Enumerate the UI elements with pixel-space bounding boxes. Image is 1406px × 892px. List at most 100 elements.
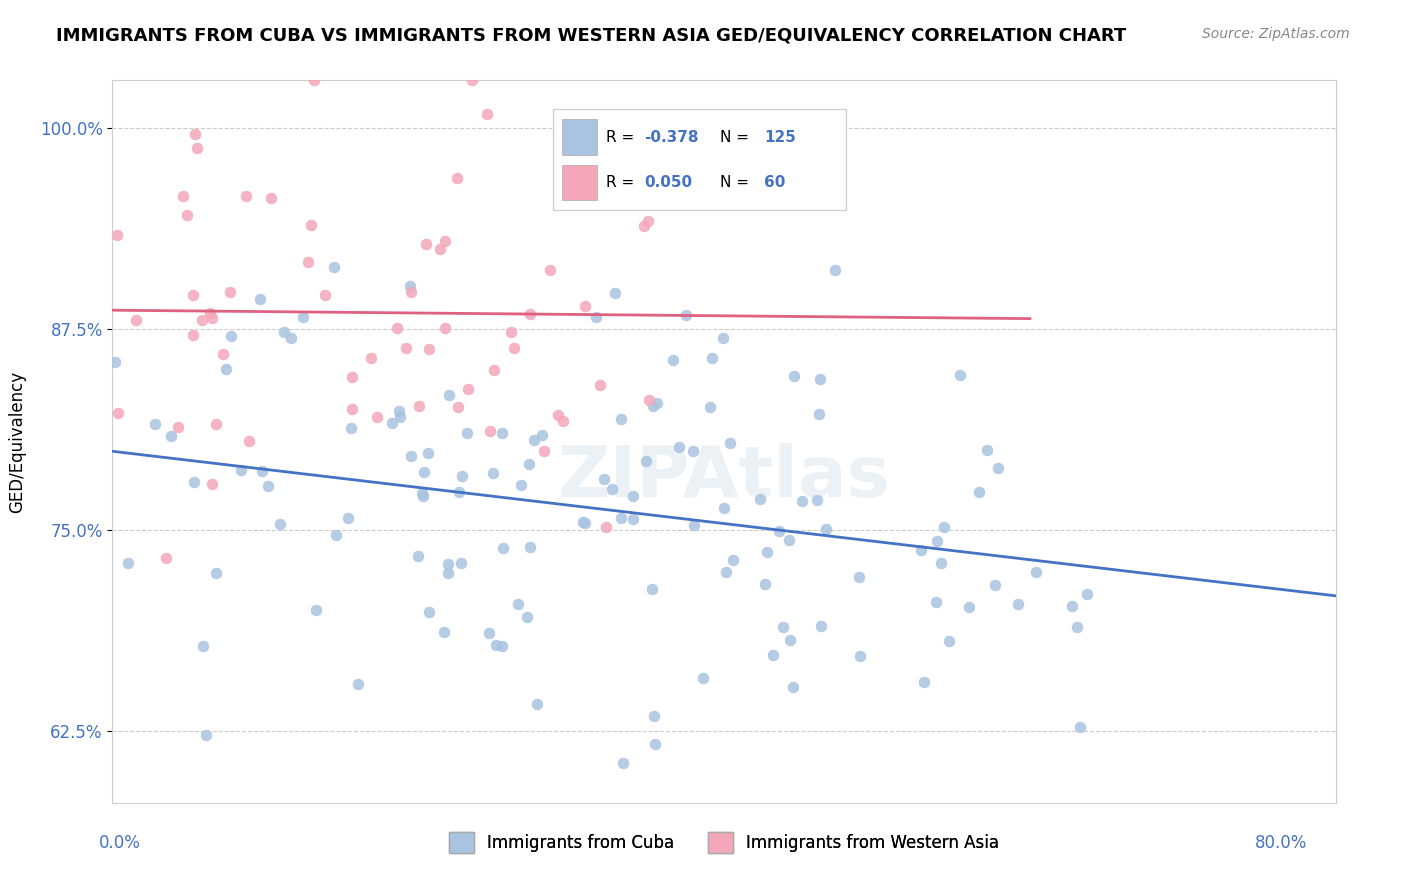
Point bbox=[925, 595, 948, 609]
Point bbox=[418, 605, 440, 619]
Point bbox=[257, 479, 280, 493]
Point bbox=[252, 464, 274, 478]
Point bbox=[387, 321, 409, 335]
Point bbox=[976, 442, 998, 457]
Point bbox=[191, 313, 214, 327]
Point bbox=[683, 518, 706, 533]
Point bbox=[323, 260, 346, 274]
Point bbox=[1066, 620, 1088, 634]
Point bbox=[249, 292, 271, 306]
Point bbox=[517, 457, 540, 471]
Point bbox=[433, 234, 456, 248]
Point bbox=[806, 493, 828, 508]
Point bbox=[461, 73, 484, 87]
Point bbox=[644, 737, 666, 751]
Point bbox=[433, 624, 456, 639]
Point bbox=[508, 597, 530, 611]
Point bbox=[449, 484, 471, 499]
Point bbox=[200, 305, 222, 319]
Point bbox=[340, 421, 363, 435]
Point bbox=[792, 494, 814, 508]
Point bbox=[172, 189, 194, 203]
Point bbox=[574, 299, 596, 313]
Point bbox=[229, 463, 252, 477]
Point bbox=[668, 440, 690, 454]
Point bbox=[337, 511, 360, 525]
Point bbox=[610, 412, 633, 426]
Point bbox=[388, 410, 411, 425]
Point bbox=[647, 395, 669, 409]
Point bbox=[957, 599, 980, 614]
Point bbox=[450, 557, 472, 571]
Point bbox=[485, 638, 508, 652]
Point bbox=[314, 287, 336, 301]
Point bbox=[572, 515, 595, 529]
Point bbox=[491, 425, 513, 440]
Point bbox=[641, 582, 664, 596]
Point bbox=[456, 425, 478, 440]
Point bbox=[346, 677, 368, 691]
Point bbox=[519, 541, 541, 555]
Point bbox=[987, 460, 1010, 475]
Point bbox=[612, 756, 634, 770]
Point bbox=[399, 285, 422, 299]
Point bbox=[446, 171, 468, 186]
Point bbox=[699, 400, 721, 414]
Point bbox=[184, 127, 207, 141]
Point bbox=[482, 363, 505, 377]
Point bbox=[547, 409, 569, 423]
Point bbox=[716, 565, 738, 579]
Point bbox=[585, 310, 607, 324]
Point bbox=[416, 446, 439, 460]
Point bbox=[325, 528, 347, 542]
Point bbox=[589, 377, 612, 392]
Point bbox=[479, 425, 502, 439]
Point bbox=[457, 382, 479, 396]
Y-axis label: GED/Equivalency: GED/Equivalency bbox=[8, 370, 25, 513]
Point bbox=[824, 263, 846, 277]
Point bbox=[299, 218, 322, 232]
Point bbox=[366, 409, 388, 424]
Point bbox=[447, 400, 470, 414]
Point bbox=[219, 285, 242, 299]
Point bbox=[756, 545, 779, 559]
Point bbox=[183, 475, 205, 489]
Text: ZIPAtlas: ZIPAtlas bbox=[558, 443, 890, 512]
Point bbox=[621, 512, 644, 526]
Point bbox=[117, 556, 139, 570]
Point bbox=[523, 433, 546, 447]
Point bbox=[849, 649, 872, 664]
Point bbox=[633, 219, 655, 233]
Point bbox=[499, 325, 522, 339]
Point bbox=[437, 566, 460, 580]
Point bbox=[104, 355, 127, 369]
Point bbox=[848, 570, 870, 584]
Point bbox=[166, 420, 188, 434]
Point bbox=[399, 449, 422, 463]
Point bbox=[399, 279, 422, 293]
Point bbox=[910, 543, 932, 558]
Legend: Immigrants from Cuba, Immigrants from Western Asia: Immigrants from Cuba, Immigrants from We… bbox=[443, 826, 1005, 860]
Point bbox=[360, 351, 382, 365]
Point bbox=[181, 328, 204, 343]
Point bbox=[269, 517, 291, 532]
Point bbox=[949, 368, 972, 383]
Point bbox=[107, 407, 129, 421]
Point bbox=[526, 697, 548, 711]
Point bbox=[406, 549, 429, 564]
Point bbox=[637, 214, 659, 228]
Point bbox=[621, 489, 644, 503]
Text: 0.0%: 0.0% bbox=[98, 834, 141, 852]
Point bbox=[235, 189, 257, 203]
Point bbox=[603, 286, 626, 301]
Point bbox=[260, 191, 283, 205]
Point bbox=[610, 511, 633, 525]
Point bbox=[772, 619, 794, 633]
Point bbox=[238, 434, 260, 449]
Point bbox=[1025, 565, 1047, 579]
Point bbox=[434, 320, 457, 334]
Point bbox=[340, 401, 363, 416]
Point bbox=[408, 399, 430, 413]
Point bbox=[1062, 599, 1084, 614]
Point bbox=[711, 331, 734, 345]
